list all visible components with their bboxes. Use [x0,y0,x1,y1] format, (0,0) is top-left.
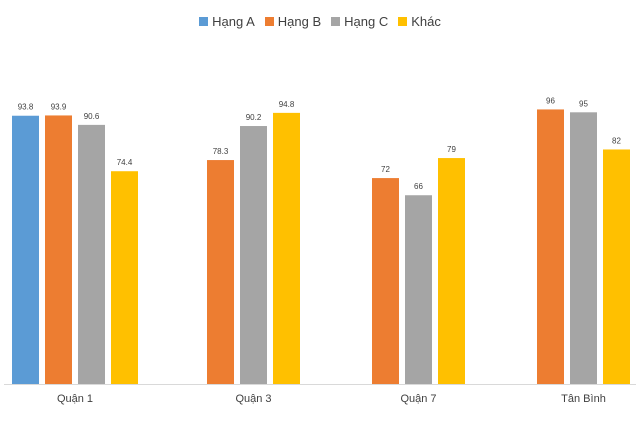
data-label: 78.3 [213,147,229,156]
bar [78,124,105,384]
category-label: Quận 7 [400,393,436,405]
bar [273,112,300,384]
data-label: 93.8 [18,103,34,112]
category-label: Quận 3 [235,393,271,405]
bar [372,178,399,384]
legend-item-hang-c: Hạng C [331,14,388,29]
bar [603,149,630,384]
data-label: 79 [447,145,456,154]
bar [207,160,234,384]
bar [405,195,432,384]
data-label: 94.8 [279,100,295,109]
bar [570,112,597,385]
legend-item-hang-a: Hạng A [199,14,255,29]
data-label: 74.4 [117,158,133,167]
bar [537,109,564,384]
data-label: 82 [612,136,621,145]
legend-label: Hạng A [212,14,255,29]
data-label: 66 [414,182,423,191]
bar [240,126,267,384]
data-label: 90.6 [84,112,100,121]
legend-item-hang-b: Hạng B [264,14,322,29]
data-label: 95 [579,99,588,108]
category-label: Tân Bình [561,393,606,405]
bar [12,115,39,385]
data-label: 93.9 [51,102,67,111]
legend-label: Hạng C [344,14,389,29]
data-label: 90.2 [246,113,262,122]
bar [111,171,138,384]
legend-swatch [331,17,341,26]
category-label: Quận 1 [57,393,93,405]
legend-item-khac: Khác [398,14,441,29]
legend-label: Khác [411,14,441,29]
legend: Hạng A Hạng B Hạng C Khác [0,14,640,29]
bar [45,115,72,385]
data-label: 72 [381,165,390,174]
legend-swatch [264,17,274,26]
legend-swatch [199,17,209,26]
data-label: 96 [546,96,555,105]
bar [438,158,465,384]
legend-label: Hạng B [277,14,322,29]
legend-swatch [398,17,408,26]
